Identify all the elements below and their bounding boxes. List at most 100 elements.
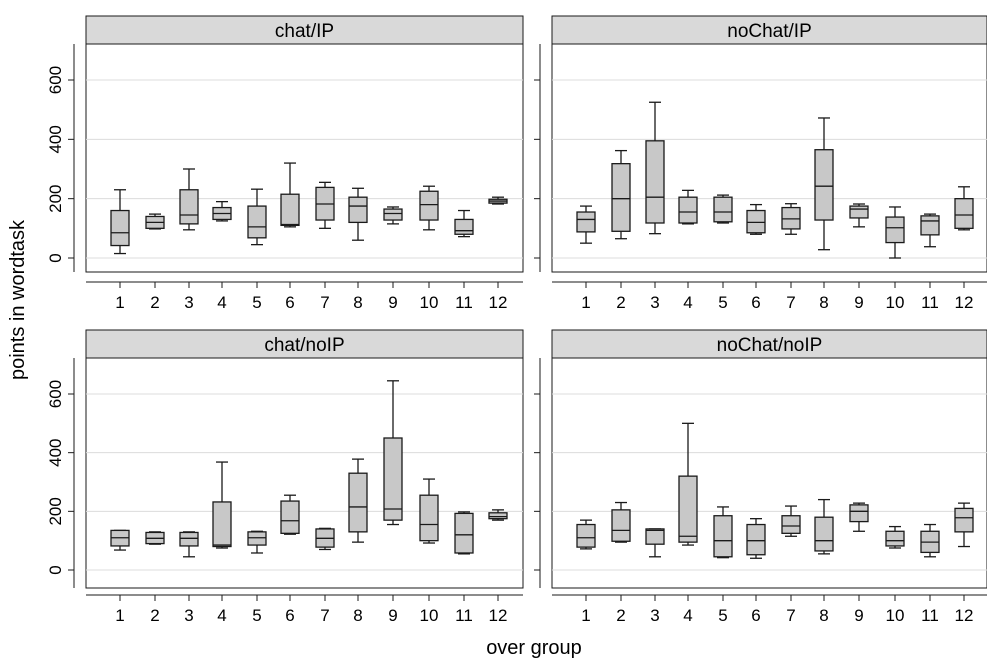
box-10 [419, 185, 439, 231]
box-iqr [280, 193, 300, 227]
box-iqr [678, 196, 698, 224]
box-iqr [920, 215, 940, 236]
x-tick-label: 4 [217, 293, 226, 312]
box-iqr [954, 507, 974, 533]
box-1 [110, 189, 130, 255]
box-iqr [713, 515, 733, 558]
y-tick-label: 400 [46, 438, 65, 466]
panel-title: chat/IP [275, 21, 334, 42]
box-12 [488, 509, 508, 521]
y-tick-label: 600 [46, 380, 65, 408]
box-iqr [179, 531, 199, 547]
box-5 [247, 530, 267, 554]
x-tick-label: 8 [819, 293, 828, 312]
panel-header [551, 15, 987, 45]
x-tick-label: 11 [921, 293, 939, 312]
box-iqr [488, 512, 508, 520]
x-tick-label: 12 [489, 606, 508, 625]
x-tick-label: 11 [455, 606, 473, 625]
x-tick-label: 2 [616, 293, 625, 312]
box-8 [348, 187, 368, 241]
box-iqr [247, 531, 267, 546]
x-tick-label: 10 [886, 293, 905, 312]
y-tick-label: 400 [46, 125, 65, 153]
box-iqr [713, 196, 733, 223]
x-tick-label: 7 [320, 293, 329, 312]
box-1 [576, 519, 596, 550]
box-1 [110, 529, 130, 551]
x-tick-label: 10 [886, 606, 905, 625]
box-4 [212, 461, 232, 549]
x-tick-label: 3 [184, 293, 193, 312]
box-8 [814, 117, 834, 251]
panel-header [85, 15, 524, 45]
box-9 [383, 380, 403, 526]
box-4 [678, 422, 698, 546]
x-tick-label: 3 [650, 606, 659, 625]
x-tick-label: 5 [718, 293, 727, 312]
y-tick-label: 200 [46, 497, 65, 525]
y-axis-title: points in wordtask [7, 219, 29, 380]
x-tick-label: 9 [388, 606, 397, 625]
box-11 [454, 511, 474, 555]
panel: noChat/IP1 2 3 4 5 6 7 8 9 10 11 12 [534, 15, 987, 312]
box-10 [419, 478, 439, 544]
x-tick-label: 3 [184, 606, 193, 625]
x-tick-label: 10 [420, 606, 439, 625]
plot-area [85, 357, 524, 589]
box-iqr [645, 528, 665, 545]
box-iqr [247, 205, 267, 239]
box-iqr [885, 216, 905, 244]
box-iqr [383, 208, 403, 221]
x-tick-label: 12 [955, 293, 974, 312]
box-9 [849, 502, 869, 532]
x-tick-label: 11 [921, 606, 939, 625]
box-4 [678, 189, 698, 225]
x-tick-label: 7 [786, 606, 795, 625]
y-tick-label: 200 [46, 184, 65, 212]
box-iqr [849, 504, 869, 523]
box-6 [280, 494, 300, 535]
x-tick-label: 2 [150, 606, 159, 625]
x-axis-title: over group [486, 637, 582, 659]
x-tick-label: 1 [581, 293, 590, 312]
box-iqr [849, 205, 869, 219]
box-6 [280, 162, 300, 228]
box-1 [576, 205, 596, 244]
box-5 [247, 188, 267, 246]
box-7 [315, 527, 335, 551]
y-tick-label: 0 [46, 253, 65, 262]
x-tick-label: 8 [819, 606, 828, 625]
x-tick-label: 4 [683, 606, 692, 625]
panel-title: chat/noIP [264, 335, 344, 356]
box-iqr [645, 140, 665, 224]
panel-header [85, 329, 524, 359]
box-3 [645, 528, 665, 558]
box-iqr [454, 512, 474, 554]
box-iqr [746, 209, 766, 234]
box-iqr [885, 530, 905, 547]
box-iqr [110, 209, 130, 247]
box-7 [781, 505, 801, 537]
box-iqr [419, 494, 439, 542]
x-tick-label: 9 [388, 293, 397, 312]
box-iqr [179, 189, 199, 225]
x-tick-label: 12 [955, 606, 974, 625]
x-tick-label: 2 [616, 606, 625, 625]
x-tick-label: 5 [252, 606, 261, 625]
x-tick-label: 2 [150, 293, 159, 312]
x-tick-label: 7 [786, 293, 795, 312]
box-11 [920, 213, 940, 248]
box-iqr [954, 198, 974, 229]
x-tick-label: 8 [353, 606, 362, 625]
box-2 [145, 531, 165, 545]
x-tick-label: 7 [320, 606, 329, 625]
box-iqr [611, 163, 631, 232]
x-tick-label: 12 [489, 293, 508, 312]
box-8 [814, 498, 834, 555]
box-9 [849, 203, 869, 228]
box-11 [454, 209, 474, 238]
